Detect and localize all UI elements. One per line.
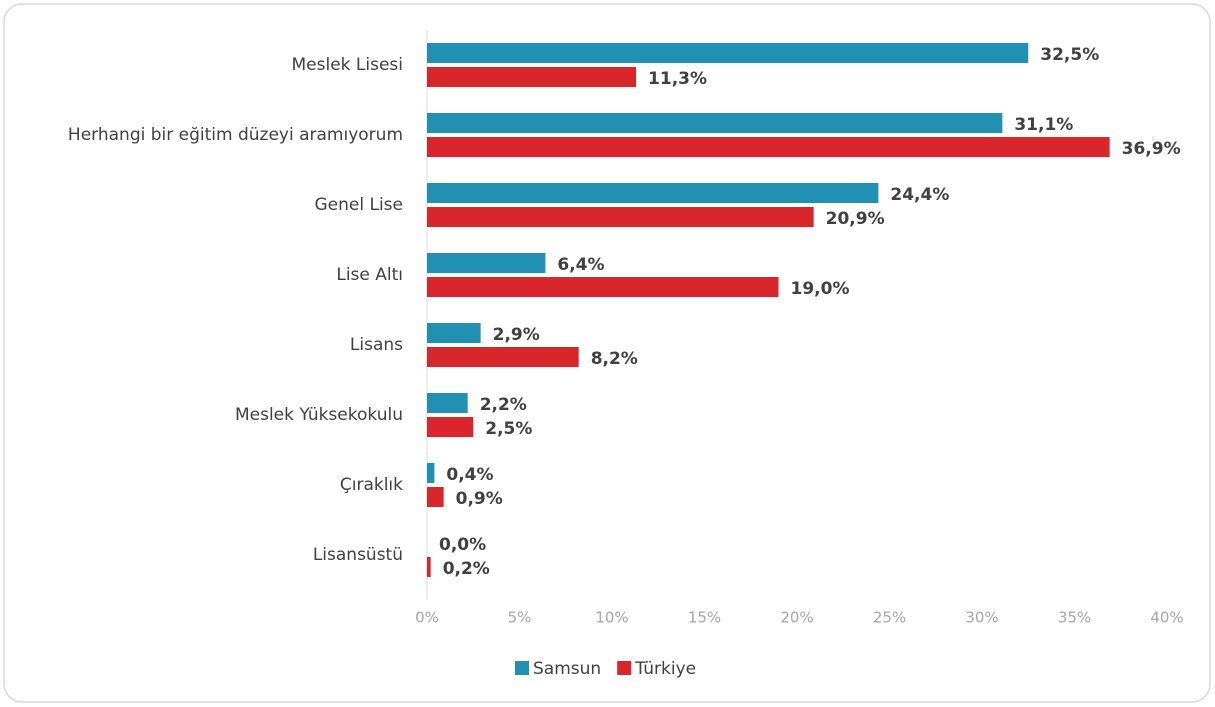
- category-label: Genel Lise: [314, 195, 403, 215]
- value-label: 2,9%: [493, 325, 540, 345]
- bar: [427, 487, 444, 507]
- value-label: 19,0%: [791, 279, 850, 299]
- x-tick-label: 0%: [415, 609, 439, 627]
- bar: [427, 323, 481, 343]
- bar: [427, 253, 546, 273]
- bar: [427, 137, 1110, 157]
- value-label: 2,5%: [485, 419, 532, 439]
- value-label: 0,4%: [446, 465, 493, 485]
- legend-label: Samsun: [533, 659, 601, 679]
- bar: [427, 347, 579, 367]
- legend-swatch: [617, 661, 632, 675]
- category-label: Lisans: [350, 335, 403, 355]
- category-label: Lise Altı: [336, 265, 403, 285]
- category-label: Çıraklık: [340, 475, 403, 495]
- value-label: 2,2%: [480, 395, 527, 415]
- x-tick-label: 40%: [1150, 609, 1183, 627]
- bar: [427, 277, 779, 297]
- legend-label: Türkiye: [634, 659, 696, 679]
- category-label: Meslek Yüksekokulu: [235, 405, 403, 425]
- legend-swatch: [515, 661, 529, 675]
- value-label: 8,2%: [591, 349, 638, 369]
- x-tick-label: 35%: [1058, 609, 1091, 627]
- x-tick-label: 20%: [780, 609, 813, 627]
- bar: [427, 207, 814, 227]
- x-tick-label: 25%: [873, 609, 906, 627]
- x-tick-label: 15%: [688, 609, 721, 627]
- bar: [427, 557, 431, 577]
- bar: [427, 113, 1003, 133]
- x-tick-label: 10%: [595, 609, 628, 627]
- bar: [427, 417, 474, 437]
- value-label: 11,3%: [648, 69, 707, 89]
- value-label: 32,5%: [1040, 45, 1099, 65]
- category-label: Lisansüstü: [313, 545, 403, 565]
- value-label: 0,0%: [439, 535, 486, 555]
- value-label: 24,4%: [890, 185, 949, 205]
- bar: [427, 183, 879, 203]
- category-label: Meslek Lisesi: [291, 55, 403, 75]
- card: [3, 3, 1211, 703]
- bar: [427, 393, 468, 413]
- category-label: Herhangi bir eğitim düzeyi aramıyorum: [68, 125, 403, 145]
- value-label: 36,9%: [1122, 139, 1181, 159]
- bar: [427, 463, 435, 483]
- bar: [427, 67, 637, 87]
- value-label: 0,2%: [443, 559, 490, 579]
- value-label: 20,9%: [826, 209, 885, 229]
- value-label: 31,1%: [1014, 115, 1073, 135]
- value-label: 0,9%: [456, 489, 503, 509]
- x-tick-label: 30%: [965, 609, 998, 627]
- x-tick-label: 5%: [508, 609, 532, 627]
- value-label: 6,4%: [557, 255, 604, 275]
- bar: [427, 43, 1029, 63]
